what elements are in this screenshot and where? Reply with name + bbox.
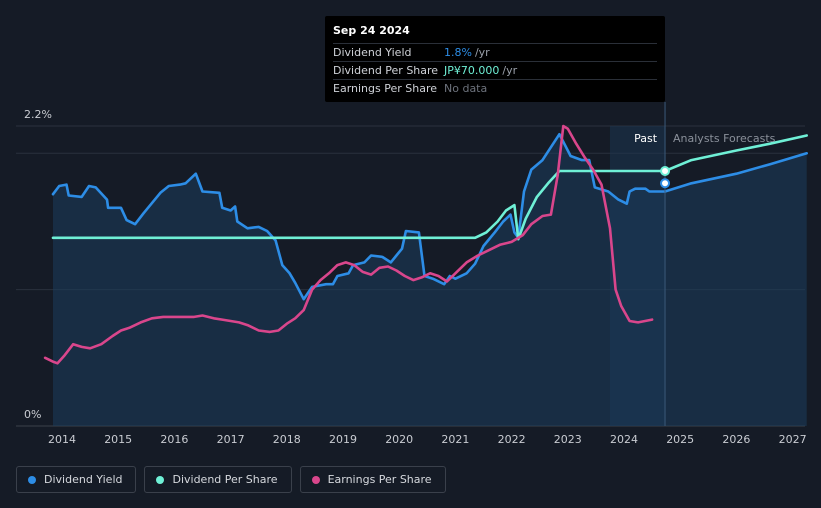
tooltip-unit: /yr xyxy=(502,64,518,77)
tooltip: Sep 24 2024 Dividend Yield 1.8% /yr Divi… xyxy=(325,16,665,102)
legend-dot-icon xyxy=(311,475,320,484)
legend-item-earnings-per-share[interactable]: Earnings Per Share xyxy=(299,466,446,493)
x-tick-label: 2015 xyxy=(104,433,132,446)
series-markers xyxy=(660,166,671,189)
legend: Dividend Yield Dividend Per Share Earnin… xyxy=(16,466,446,493)
tooltip-value: 1.8% xyxy=(444,46,472,59)
x-tick-label: 2022 xyxy=(498,433,526,446)
marker-dividend-per-share xyxy=(660,166,671,176)
legend-dot-icon xyxy=(28,475,36,484)
y-tick-label: 0% xyxy=(24,408,41,421)
x-tick-label: 2023 xyxy=(554,433,582,446)
area-fills xyxy=(53,134,807,427)
x-tick-label: 2025 xyxy=(666,433,694,446)
forecast-label: Analysts Forecasts xyxy=(673,132,776,145)
x-tick-label: 2020 xyxy=(385,433,413,446)
legend-label: Dividend Yield xyxy=(44,473,123,486)
tooltip-value: No data xyxy=(444,82,488,95)
tooltip-label: Earnings Per Share xyxy=(333,82,438,95)
series-line-dividend-yield xyxy=(51,132,667,301)
x-tick-label: 2017 xyxy=(217,433,245,446)
tooltip-label: Dividend Per Share xyxy=(333,64,439,77)
past-label: Past xyxy=(634,132,658,145)
x-tick-label: 2019 xyxy=(329,433,357,446)
area-fill-dividend-yield xyxy=(53,134,665,426)
x-tick-label: 2026 xyxy=(722,433,750,446)
series-line-dividend-yield-forecast xyxy=(663,152,808,193)
x-tick-label: 2027 xyxy=(779,433,807,446)
x-tick-label: 2024 xyxy=(610,433,638,446)
series-line-earnings-per-share xyxy=(43,124,654,365)
tooltip-unit: /yr xyxy=(474,46,490,59)
legend-item-dividend-yield[interactable]: Dividend Yield xyxy=(16,466,137,493)
y-axis-ticks: 2.2% 0% xyxy=(24,108,52,421)
tooltip-row-dividend-per-share: Dividend Per Share JP¥70.000 /yr xyxy=(333,61,657,79)
x-tick-label: 2021 xyxy=(441,433,469,446)
x-axis-ticks: 2014 2015 2016 2017 2018 2019 2020 2021 2022 2023… xyxy=(48,433,807,446)
y-tick-label: 2.2% xyxy=(24,108,52,121)
legend-dot-icon xyxy=(156,475,165,484)
tooltip-value: JP¥70.000 xyxy=(444,64,500,77)
tooltip-label: Dividend Yield xyxy=(333,46,412,59)
x-tick-label: 2016 xyxy=(160,433,188,446)
tooltip-row-dividend-yield: Dividend Yield 1.8% /yr xyxy=(333,43,657,61)
area-fill-dividend-yield-forecast xyxy=(665,153,807,427)
series-line-dividend-per-share-forecast xyxy=(663,134,808,173)
legend-label: Earnings Per Share xyxy=(327,473,432,486)
x-tick-label: 2014 xyxy=(48,433,76,446)
tooltip-date: Sep 24 2024 xyxy=(333,24,410,37)
legend-item-dividend-per-share[interactable]: Dividend Per Share xyxy=(144,466,292,493)
series-lines xyxy=(43,124,808,365)
x-tick-label: 2018 xyxy=(273,433,301,446)
tooltip-row-earnings-per-share: Earnings Per Share No data xyxy=(333,79,657,97)
marker-dividend-yield xyxy=(660,178,671,189)
legend-label: Dividend Per Share xyxy=(172,473,278,486)
